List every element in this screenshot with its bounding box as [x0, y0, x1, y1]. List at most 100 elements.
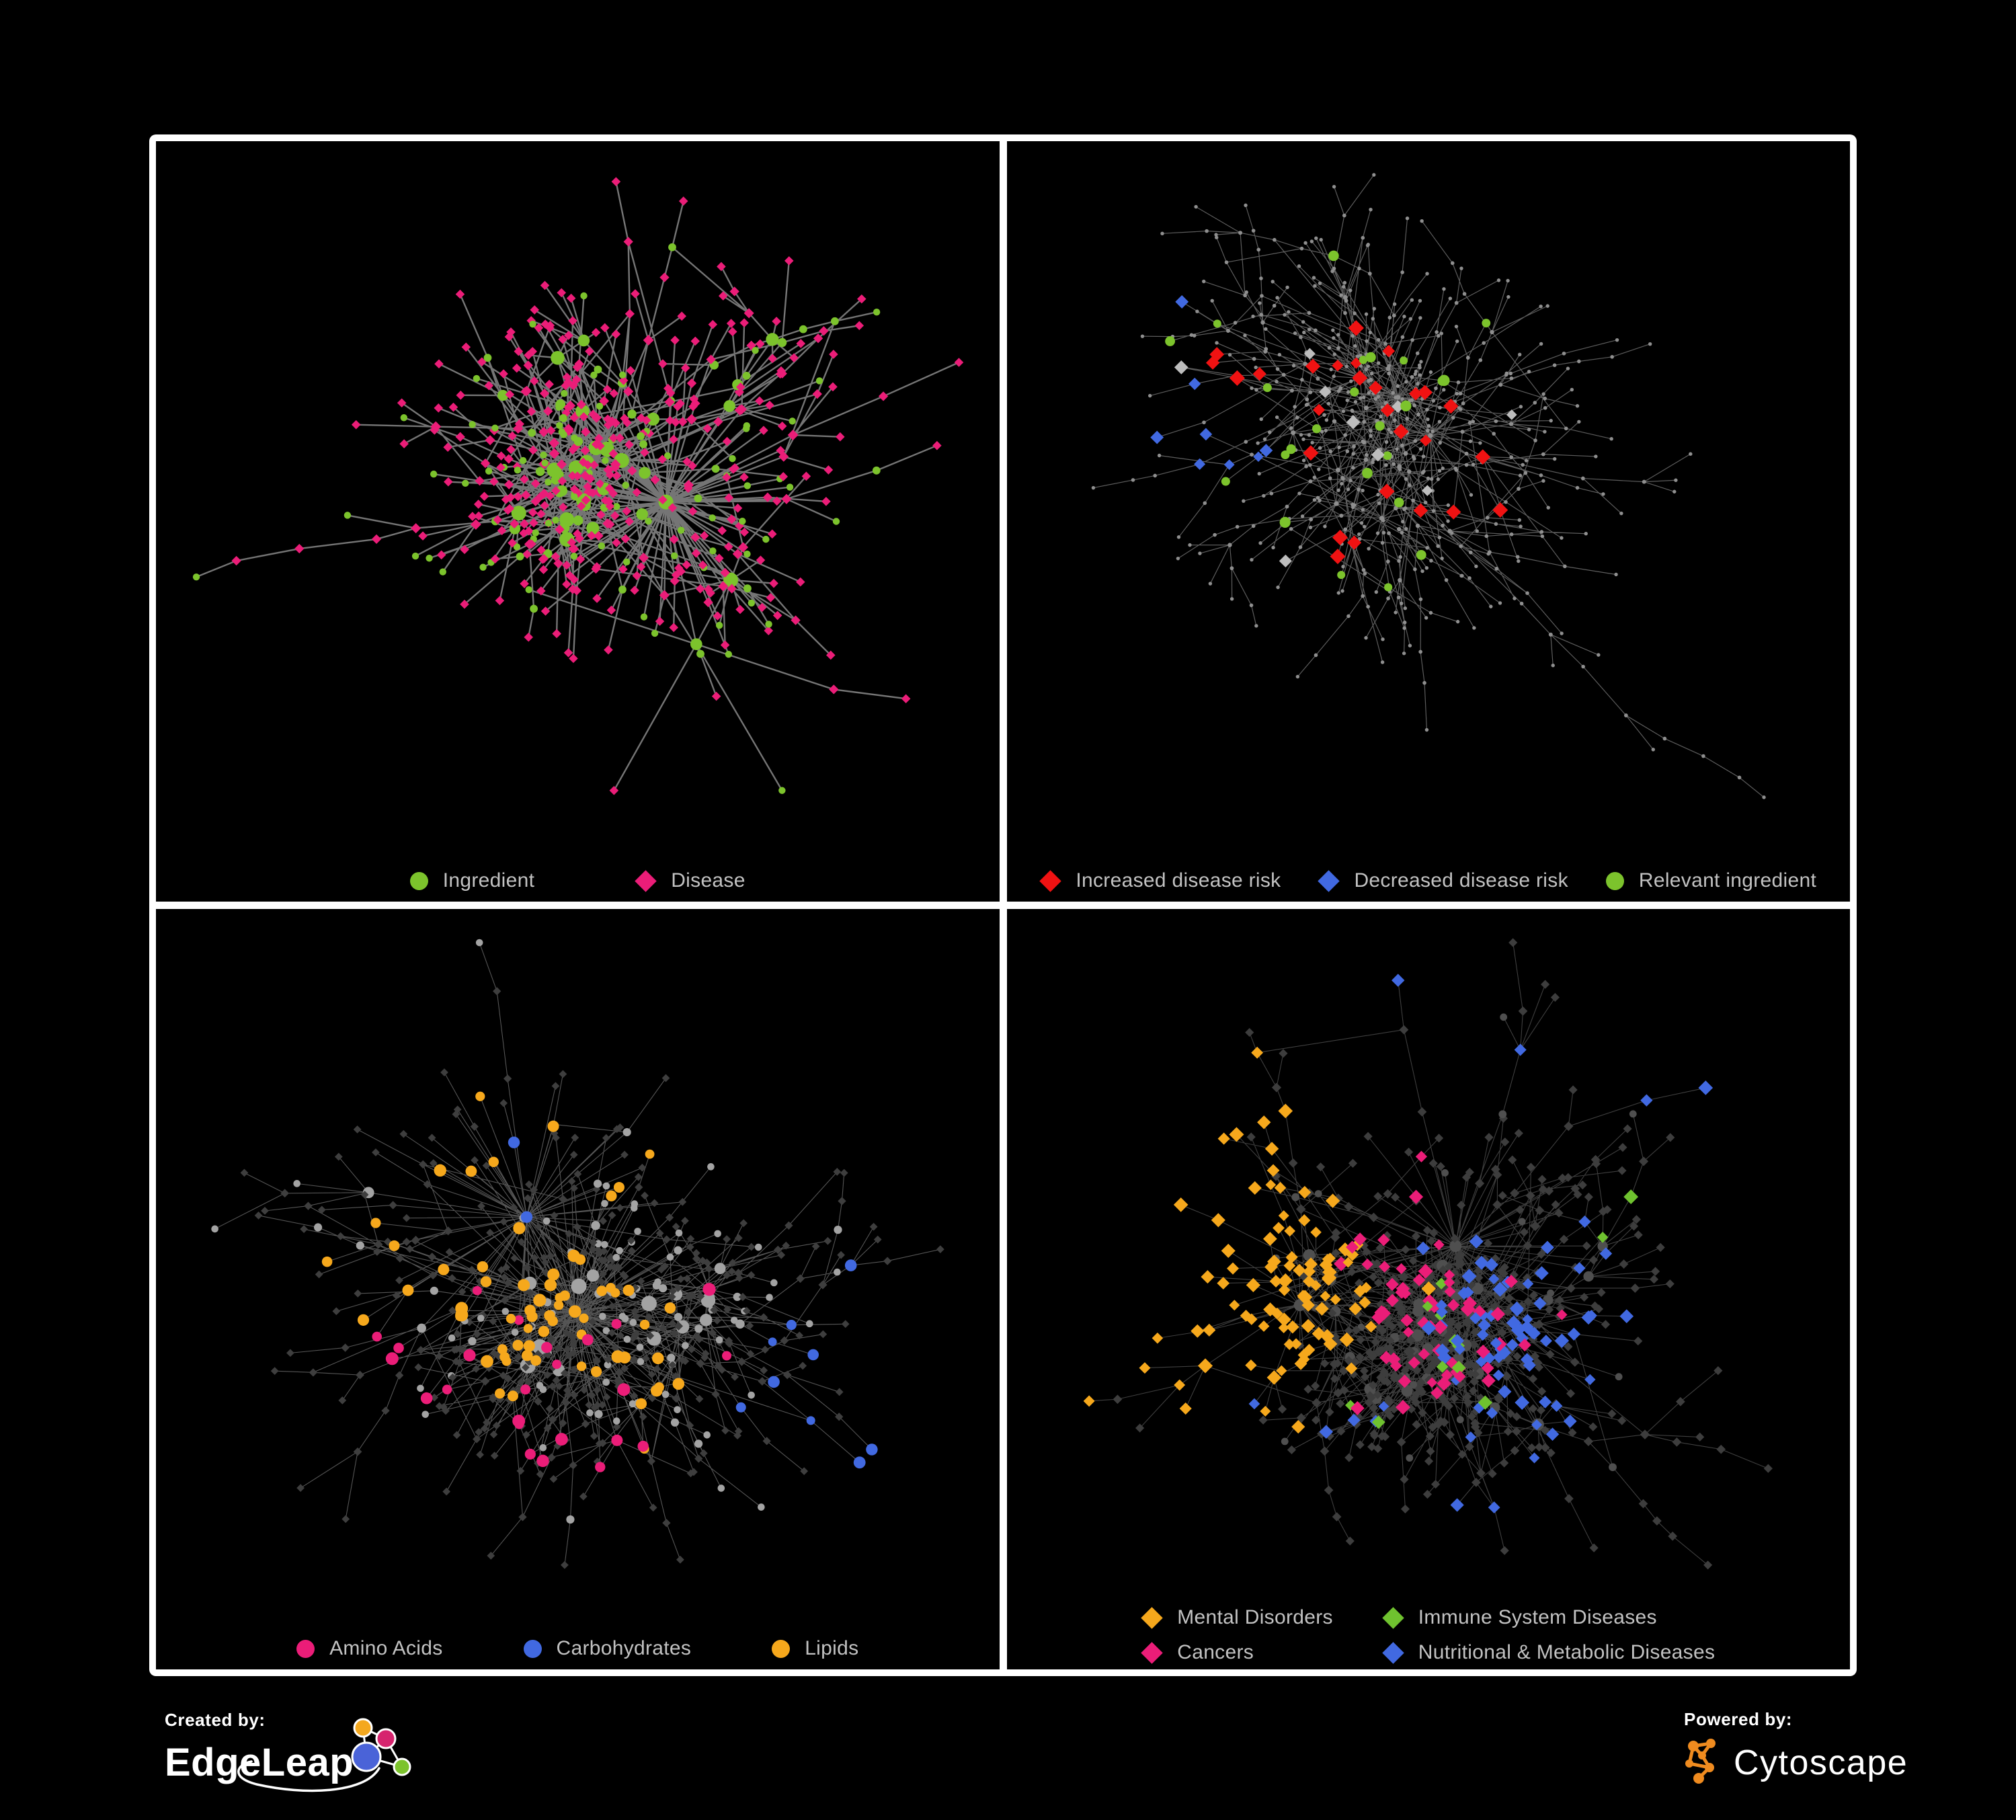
network-node [1313, 328, 1318, 333]
network-node [240, 1169, 249, 1177]
network-node [1485, 516, 1490, 520]
network-node [1546, 506, 1550, 510]
network-node [1400, 520, 1404, 524]
network-node [622, 558, 631, 566]
network-node [1566, 366, 1570, 370]
network-node [1375, 492, 1380, 497]
network-node [670, 1418, 680, 1427]
network-node [1363, 571, 1367, 576]
network-node [1400, 335, 1404, 340]
network-node [1701, 754, 1705, 758]
highlight-node [559, 1290, 570, 1301]
network-node [1582, 1241, 1591, 1251]
network-node [1307, 327, 1311, 331]
highlight-node [1285, 444, 1296, 454]
network-node [688, 506, 698, 516]
network-node [334, 1152, 343, 1161]
network-node [659, 1284, 668, 1293]
network-node [591, 563, 601, 574]
network-node [555, 524, 565, 535]
network-node [399, 1130, 408, 1138]
network-node [468, 512, 477, 521]
legend-label: Lipids [805, 1637, 859, 1659]
network-node [604, 645, 613, 655]
network-node [638, 553, 649, 563]
network-node [600, 323, 610, 333]
network-node [1405, 216, 1409, 221]
network-node [1564, 426, 1568, 431]
network-node [1487, 550, 1492, 555]
network-node [687, 1345, 696, 1353]
network-node [664, 397, 675, 407]
network-node [1500, 1137, 1509, 1147]
network-node [1403, 606, 1407, 610]
highlight-node [522, 1349, 533, 1361]
network-node [1525, 1191, 1535, 1201]
highlight-node [1320, 1329, 1334, 1343]
network-node [1301, 320, 1305, 324]
network-node [1225, 328, 1230, 333]
highlight-node [1359, 356, 1367, 364]
network-node [1332, 352, 1336, 356]
network-node [1428, 610, 1433, 615]
network-node [1509, 376, 1513, 381]
legend-item-decreased-disease-risk: Decreased disease risk [1318, 869, 1568, 892]
network-node [602, 457, 609, 465]
network-node [1430, 429, 1435, 434]
legend-label: Ingredient [442, 869, 535, 892]
network-node [1303, 1249, 1316, 1262]
highlight-node [1164, 336, 1175, 346]
network-node [1299, 246, 1303, 251]
highlight-node [1506, 409, 1517, 420]
network-node [715, 553, 724, 563]
network-node [644, 1312, 653, 1322]
network-node [1499, 1013, 1507, 1021]
highlight-node [639, 1319, 650, 1330]
network-node [1381, 530, 1385, 535]
highlight-node [513, 1222, 526, 1234]
network-node [1559, 631, 1564, 635]
network-node [1421, 469, 1426, 473]
network-node [1412, 438, 1417, 443]
network-node [629, 1318, 637, 1327]
carbohydrates-marker [523, 1639, 542, 1658]
network-node [1332, 1512, 1341, 1521]
network-node [690, 336, 700, 346]
network-node [590, 1432, 598, 1440]
network-node [529, 518, 538, 528]
highlight-node [475, 1091, 485, 1101]
network-node [715, 1336, 723, 1344]
network-node [1396, 384, 1400, 389]
network-node [1468, 550, 1473, 555]
network-node [819, 1330, 828, 1339]
network-node [1160, 231, 1164, 236]
network-node [1458, 544, 1463, 549]
network-node [356, 1370, 364, 1380]
network-node [1424, 566, 1428, 570]
network-node [743, 422, 751, 430]
network-node [1345, 398, 1349, 403]
network-node [1404, 1147, 1413, 1157]
network-node [707, 1163, 715, 1171]
network-node [1334, 502, 1339, 506]
network-node [708, 1329, 717, 1337]
highlight-node [1375, 421, 1385, 431]
network-node [1362, 524, 1366, 529]
network-node [1545, 304, 1549, 308]
network-node [616, 1203, 624, 1212]
network-node [530, 305, 540, 315]
legend-label: Decreased disease risk [1354, 869, 1568, 892]
network-node [1451, 416, 1455, 420]
network-node [1562, 351, 1566, 356]
highlight-node [1319, 1425, 1333, 1439]
highlight-node [1623, 1189, 1638, 1204]
network-node [1399, 601, 1404, 606]
highlight-node [635, 1398, 647, 1410]
network-node [601, 1240, 608, 1249]
network-node [1243, 203, 1248, 208]
network-node [602, 1327, 610, 1335]
network-node [1371, 317, 1375, 321]
network-node [692, 1249, 700, 1257]
network-node [1386, 371, 1391, 376]
highlight-node [1138, 1362, 1150, 1374]
